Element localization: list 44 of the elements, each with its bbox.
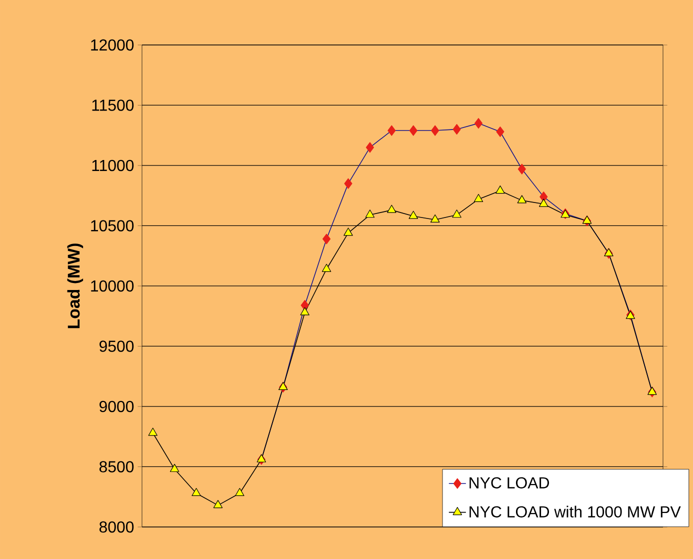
point — [517, 195, 527, 204]
point — [474, 194, 484, 202]
point — [365, 210, 375, 218]
point — [322, 234, 331, 244]
y-tick-label: 11000 — [92, 160, 134, 172]
point — [192, 488, 201, 496]
point — [409, 125, 418, 136]
point — [148, 428, 158, 436]
legend-label: NYC LOAD — [470, 477, 549, 488]
y-tick-label: 9000 — [100, 400, 134, 412]
point — [344, 228, 353, 236]
point — [452, 210, 462, 218]
point — [538, 198, 548, 207]
y-tick-label: 10500 — [91, 220, 134, 232]
point — [256, 454, 266, 462]
point — [408, 210, 418, 219]
point — [430, 214, 440, 222]
point — [582, 216, 592, 224]
point — [300, 307, 310, 316]
point — [235, 488, 244, 496]
y-tick-label: 11500 — [92, 100, 134, 111]
point — [604, 248, 614, 256]
point — [170, 464, 180, 472]
point — [278, 382, 288, 390]
point — [387, 204, 396, 213]
y-tick-label: 10000 — [91, 280, 134, 292]
y-tick-label: 9500 — [100, 340, 134, 352]
point — [322, 264, 332, 272]
point — [344, 178, 352, 189]
point — [213, 500, 223, 508]
point — [496, 186, 505, 194]
point — [388, 125, 396, 136]
point — [648, 386, 657, 395]
y-tick-label: 8500 — [99, 461, 134, 472]
point — [474, 118, 483, 129]
point — [496, 126, 504, 138]
point — [366, 142, 374, 153]
y-axis-title: Load (MW) — [67, 244, 84, 328]
point — [431, 125, 440, 136]
point — [452, 124, 461, 135]
y-tick-label: 8000 — [99, 521, 134, 533]
legend-label: NYC LOAD with 1000 MW PV — [470, 506, 681, 518]
point — [518, 164, 526, 174]
y-tick-label: 12000 — [91, 39, 134, 51]
